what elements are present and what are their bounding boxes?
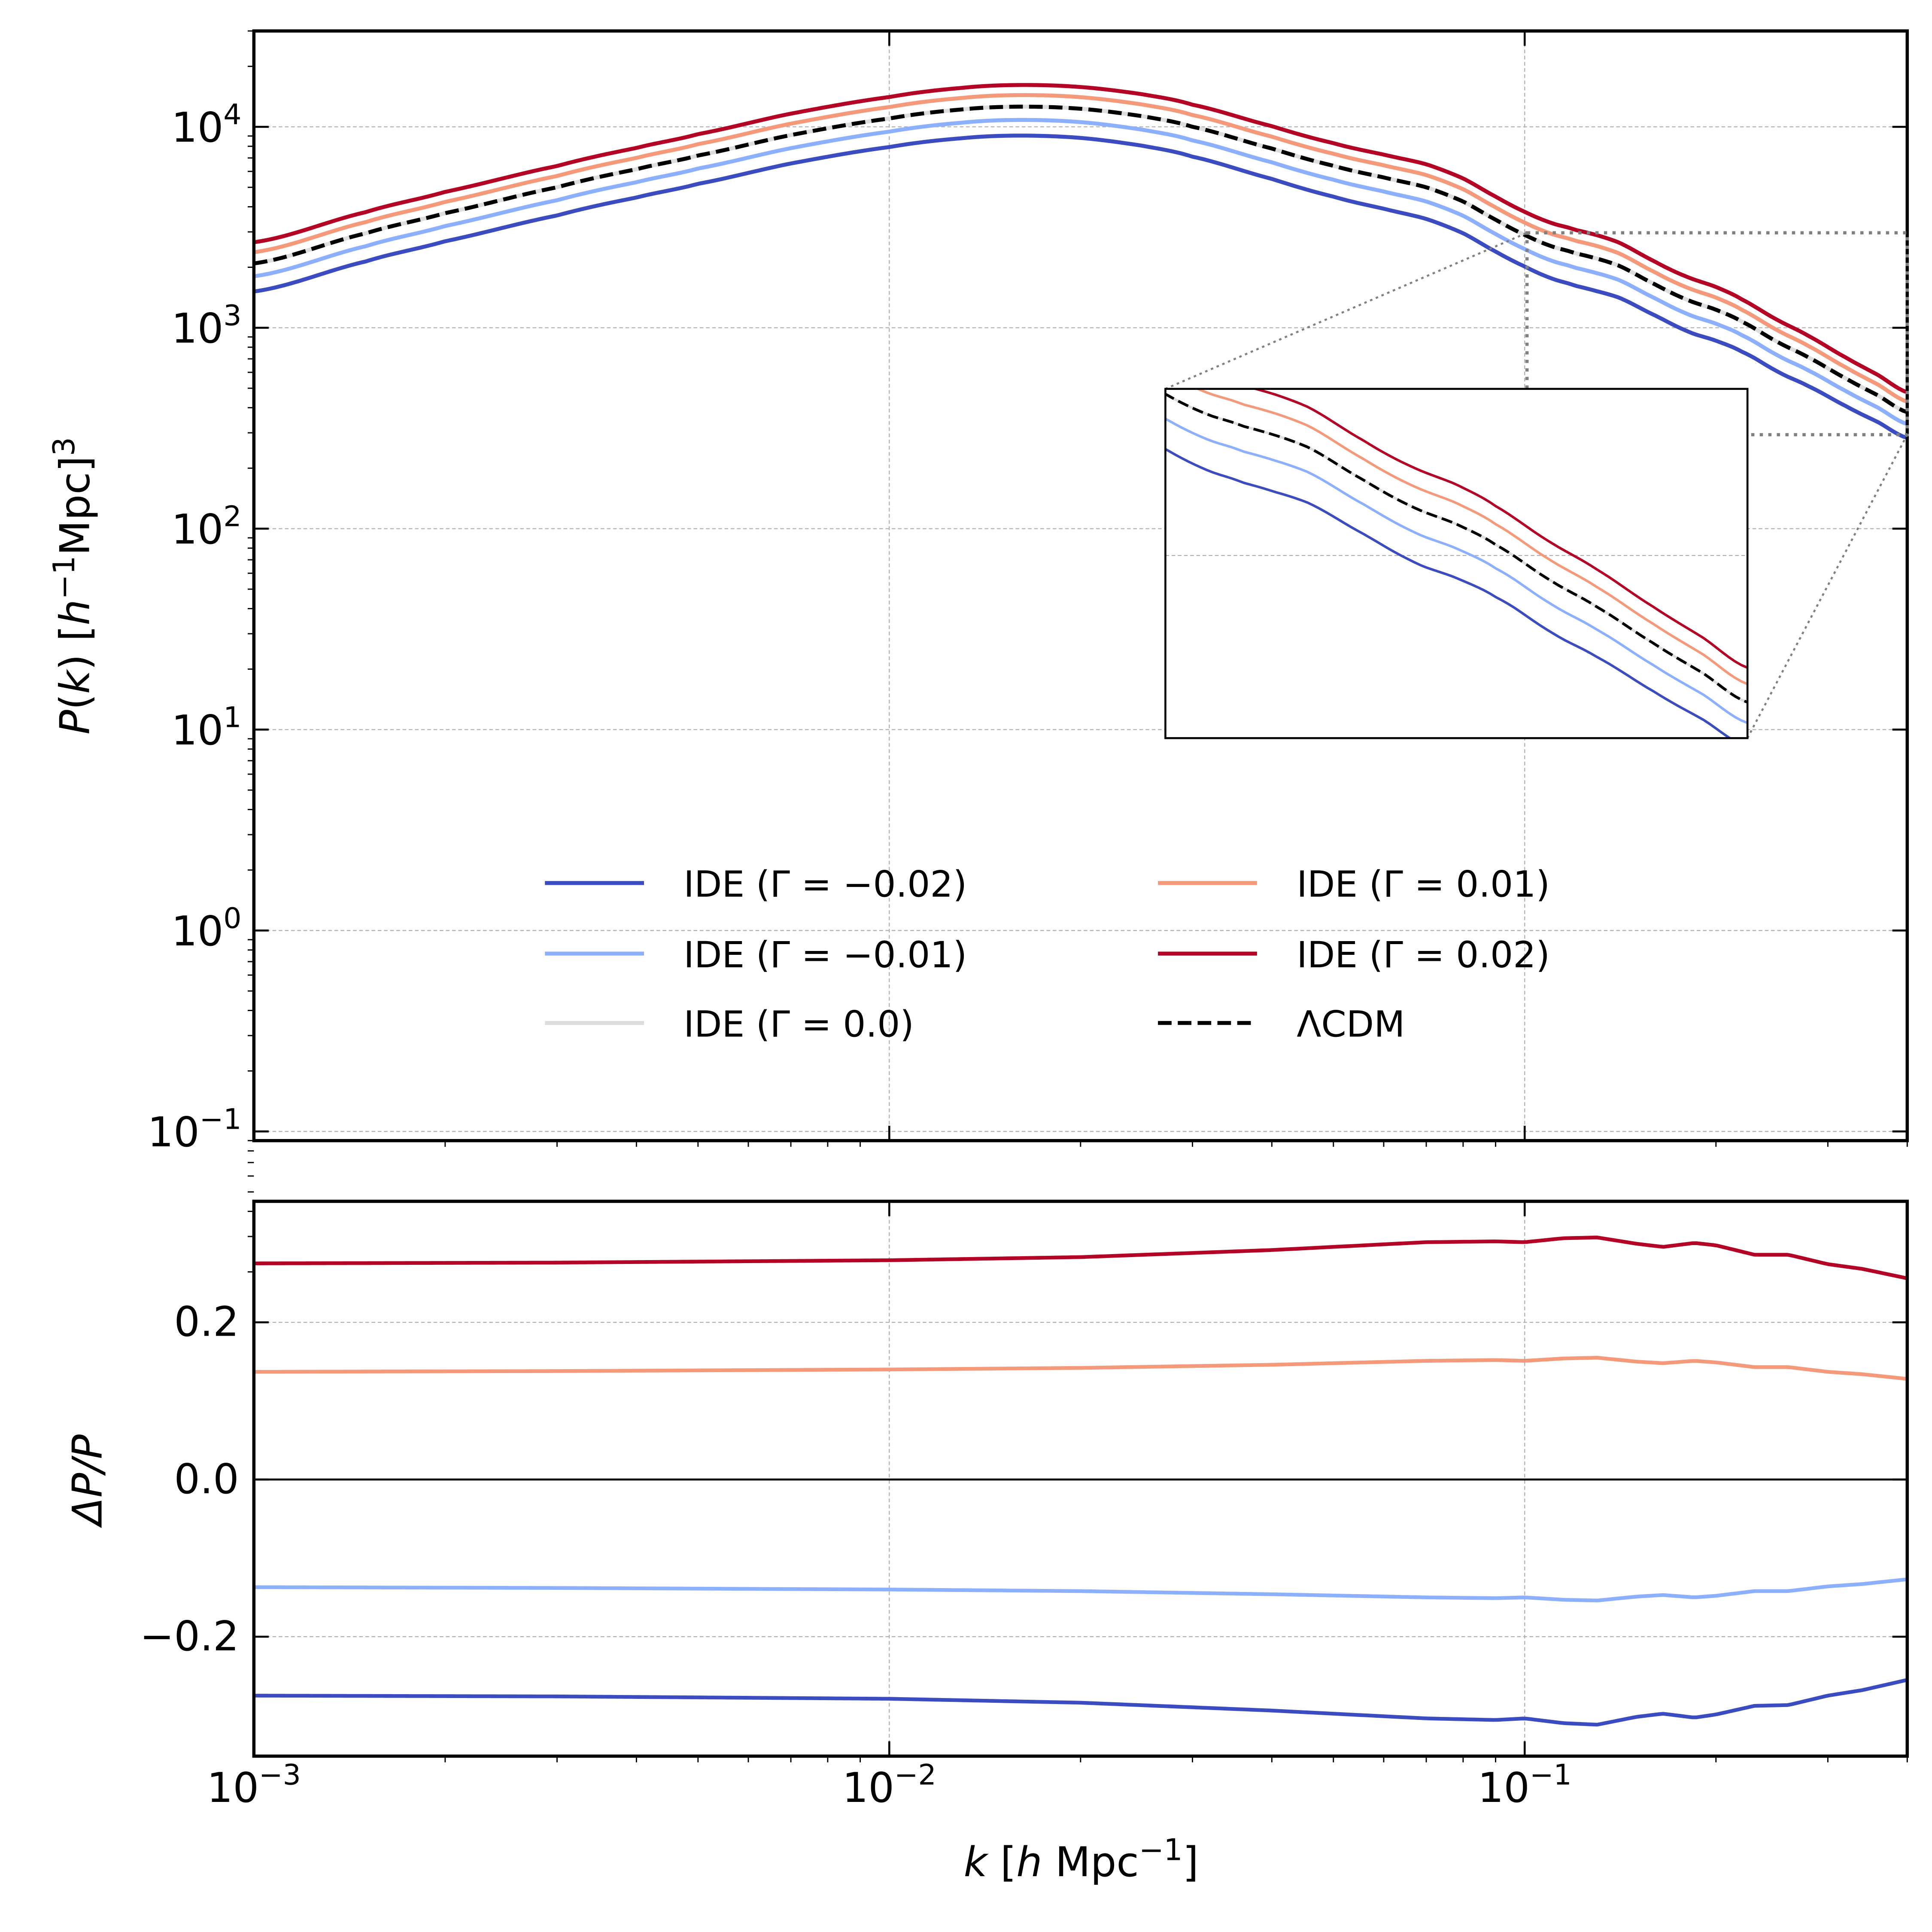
x-tick-label: 10−2 [842, 1758, 936, 1812]
legend-label: ΛCDM [1297, 1003, 1405, 1045]
top-y-axis-label: P(k) [h−1Mpc]3 [47, 437, 99, 735]
legend-label: IDE (Γ = 0.02) [1297, 934, 1550, 976]
top-ylabel-sup2: 3 [47, 437, 82, 456]
top-ylabel-sup1: −1 [47, 556, 82, 599]
y-tick-label: 10−1 [148, 1103, 242, 1156]
legend-label: IDE (Γ = 0.0) [683, 1003, 914, 1045]
ide-gamma-0p02-inset-line [1251, 389, 1748, 669]
top-ticks [247, 30, 1908, 1273]
ide-gamma-m0p01-ratio-line [254, 1577, 1908, 1603]
legend-item: ΛCDM [1158, 1003, 1405, 1045]
inset-frame [1164, 388, 1749, 739]
bottom-y-tick-labels: 0.2 0.0 −0.2 [140, 1299, 239, 1660]
bottom-y-axis-label: ΔP/P [64, 1434, 112, 1528]
lcdm-line [254, 104, 1908, 414]
x-tick-label: 10−3 [207, 1758, 301, 1812]
ide-gamma-0p01-ratio-line [254, 1356, 1908, 1381]
ide-gamma-0p01-inset-line [1195, 389, 1748, 685]
relative-difference-panel: 0.2 0.0 −0.2 10−3 10−2 10−1 ΔP/P k [h Mpc−1] [64, 1200, 1909, 1886]
top-y-tick-labels: 104 103 102 101 100 10−1 [148, 98, 242, 1156]
ide-gamma-0p02-ratio-line [254, 1236, 1908, 1280]
top-curves [254, 83, 1908, 440]
bottom-curves [254, 1236, 1908, 1727]
inset-background [1165, 389, 1748, 738]
y-tick-label: 100 [171, 902, 241, 955]
ide-gamma-0-line [254, 104, 1908, 414]
y-tick-label: 103 [171, 299, 241, 352]
legend-label: IDE (Γ = −0.02) [683, 863, 967, 905]
y-tick-label: 104 [171, 98, 241, 152]
y-tick-label: 101 [171, 701, 241, 754]
inset-connector-bottom [1747, 434, 1908, 739]
x-tick-labels: 10−3 10−2 10−1 [207, 1758, 1572, 1812]
x-tick-label: 10−1 [1478, 1758, 1572, 1812]
legend-label: IDE (Γ = 0.01) [1297, 863, 1550, 905]
legend-item: IDE (Γ = −0.02) [545, 863, 967, 905]
legend-item: IDE (Γ = 0.0) [545, 1003, 914, 1045]
y-tick-label: −0.2 [140, 1613, 239, 1660]
x-axis-label: k [h Mpc−1] [964, 1833, 1199, 1886]
y-tick-label: 0.0 [174, 1456, 239, 1503]
bottom-axes-frame [252, 1200, 1909, 1758]
ide-gamma-m0p01-line [254, 118, 1908, 426]
legend-item: IDE (Γ = 0.01) [1158, 863, 1550, 905]
inset-axes [1164, 388, 1749, 739]
bottom-ticks [253, 1201, 1908, 1762]
y-tick-label: 102 [171, 500, 241, 553]
ide-gamma-m0p02-line [254, 134, 1908, 440]
ide-gamma-m0p02-inset-line [1165, 447, 1732, 738]
ide-gamma-m0p02-ratio-line [254, 1678, 1908, 1727]
inset-curves [1165, 389, 1748, 738]
xlabel-sup: −1 [1139, 1833, 1183, 1868]
legend-item: IDE (Γ = −0.01) [545, 934, 967, 976]
y-tick-label: 0.2 [174, 1299, 239, 1346]
ide-gamma-0p02-line [254, 83, 1908, 395]
legend-label: IDE (Γ = −0.01) [683, 934, 967, 976]
inset-connector-top [1165, 232, 1528, 390]
legend-item: IDE (Γ = 0.02) [1158, 934, 1550, 976]
top-grid [253, 31, 1908, 1141]
top-axes-frame [252, 29, 1909, 1142]
legend: IDE (Γ = −0.02) IDE (Γ = −0.01) IDE (Γ = 0… [545, 863, 1550, 1045]
ide-gamma-0p01-line [254, 93, 1908, 404]
lcdm-inset-line [1165, 392, 1748, 704]
top-ylabel-rest: ( [52, 694, 99, 710]
ide-gamma-m0p01-inset-line [1165, 417, 1748, 724]
